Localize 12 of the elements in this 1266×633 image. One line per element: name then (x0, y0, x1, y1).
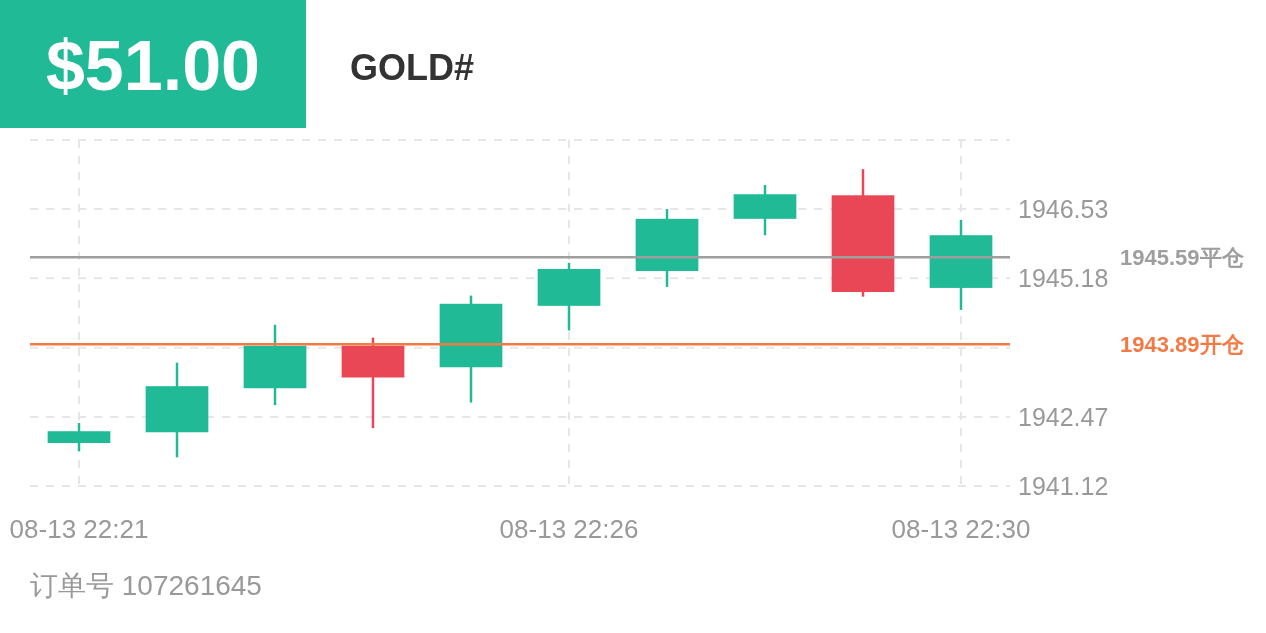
x-tick-label: 08-13 22:21 (9, 514, 149, 544)
y-tick-label: 1945.18 (1018, 264, 1109, 293)
y-tick-label: 1946.53 (1018, 195, 1109, 224)
ref-line-label: 1945.59平仓 (1120, 245, 1245, 271)
x-tick-label: 08-13 22:30 (891, 514, 1031, 544)
y-tick-label: 1941.12 (1018, 472, 1109, 500)
text: 订单号 107261645 (30, 570, 262, 601)
ref-line-label: 1943.89开仓 (1120, 332, 1245, 358)
y-tick-label: 1942.47 (1018, 402, 1109, 431)
chart-title: $51.00 (45, 27, 261, 105)
chart-subtitle: GOLD# (350, 47, 475, 88)
x-tick-label: 08-13 22:26 (499, 514, 639, 544)
